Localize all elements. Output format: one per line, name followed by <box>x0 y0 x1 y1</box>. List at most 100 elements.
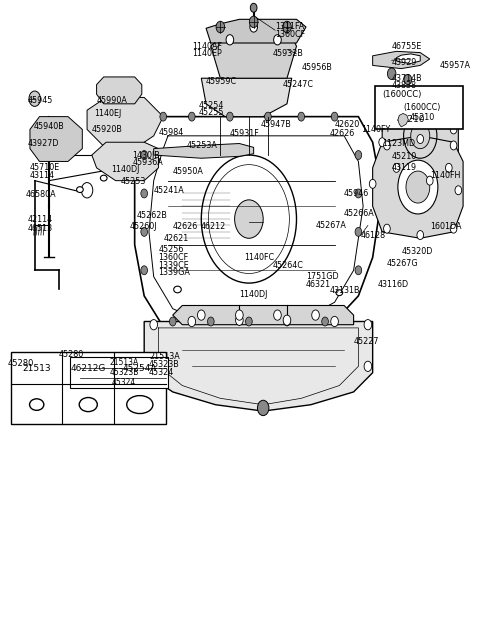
Circle shape <box>384 99 390 108</box>
Text: (1600CC): (1600CC) <box>382 90 421 99</box>
Circle shape <box>398 160 438 214</box>
Polygon shape <box>154 143 253 158</box>
Text: 1140DJ: 1140DJ <box>111 165 139 174</box>
Circle shape <box>298 112 305 121</box>
Text: 46755E: 46755E <box>392 42 422 51</box>
Circle shape <box>283 315 291 325</box>
Circle shape <box>450 125 457 134</box>
Circle shape <box>226 35 234 45</box>
Bar <box>11 352 166 424</box>
Circle shape <box>264 112 271 121</box>
Circle shape <box>445 93 452 102</box>
Text: 45254A: 45254A <box>122 364 157 373</box>
Text: 1339GA: 1339GA <box>158 268 191 277</box>
Text: 42114: 42114 <box>27 215 53 224</box>
Text: 45264C: 45264C <box>273 260 303 269</box>
Circle shape <box>236 315 243 325</box>
Polygon shape <box>92 142 158 181</box>
Circle shape <box>379 138 385 147</box>
Polygon shape <box>382 91 458 181</box>
Circle shape <box>141 189 147 198</box>
Text: 45260J: 45260J <box>130 222 157 231</box>
Circle shape <box>274 35 281 45</box>
Ellipse shape <box>30 399 44 410</box>
Text: 1140EP: 1140EP <box>192 50 222 59</box>
Text: 1140AF: 1140AF <box>192 42 222 51</box>
Text: 43119: 43119 <box>392 163 417 172</box>
Polygon shape <box>201 78 292 116</box>
Circle shape <box>417 231 423 240</box>
Text: 1339CE: 1339CE <box>158 260 189 269</box>
Text: 43131B: 43131B <box>330 286 360 295</box>
Circle shape <box>322 317 328 326</box>
Text: 45936A: 45936A <box>132 158 163 167</box>
Circle shape <box>355 228 362 237</box>
Polygon shape <box>398 113 408 127</box>
Circle shape <box>411 123 430 149</box>
Text: 43929: 43929 <box>392 58 417 67</box>
Polygon shape <box>144 322 372 411</box>
Circle shape <box>246 317 252 326</box>
Circle shape <box>236 310 243 320</box>
Text: 1140EJ: 1140EJ <box>94 109 121 118</box>
Text: 45950A: 45950A <box>173 167 204 176</box>
Text: 45932B: 45932B <box>273 50 303 59</box>
Circle shape <box>364 361 372 372</box>
Circle shape <box>160 112 167 121</box>
Text: 42626: 42626 <box>330 129 355 138</box>
Text: 45254: 45254 <box>199 100 224 109</box>
Circle shape <box>141 266 147 275</box>
Text: 45946: 45946 <box>344 189 369 198</box>
Text: 1140DJ: 1140DJ <box>240 290 268 299</box>
Text: 45947B: 45947B <box>261 120 292 129</box>
Polygon shape <box>372 51 430 69</box>
Circle shape <box>384 141 390 150</box>
Circle shape <box>189 112 195 121</box>
Text: 45280: 45280 <box>7 359 34 368</box>
Text: 1751GD: 1751GD <box>306 272 339 281</box>
Circle shape <box>450 141 457 150</box>
Text: 43927D: 43927D <box>27 139 59 148</box>
Polygon shape <box>173 305 354 325</box>
Text: 1140FC: 1140FC <box>244 253 274 262</box>
Bar <box>375 86 463 129</box>
Text: 45266A: 45266A <box>343 210 374 219</box>
Circle shape <box>355 189 362 198</box>
Text: 1430JB: 1430JB <box>132 150 160 159</box>
Circle shape <box>250 16 258 28</box>
Circle shape <box>355 150 362 159</box>
Text: 45710E: 45710E <box>30 163 60 172</box>
Text: 45256: 45256 <box>158 245 184 254</box>
Circle shape <box>364 320 372 330</box>
Circle shape <box>283 21 291 33</box>
Text: 45253: 45253 <box>120 177 146 186</box>
Text: 45280: 45280 <box>59 350 84 359</box>
Circle shape <box>406 171 430 203</box>
Text: 45956B: 45956B <box>301 63 332 72</box>
Circle shape <box>331 316 338 327</box>
Circle shape <box>207 317 214 326</box>
Text: 45320D: 45320D <box>401 246 432 255</box>
Circle shape <box>393 163 400 172</box>
Circle shape <box>312 310 319 320</box>
Circle shape <box>81 183 93 198</box>
Text: 45984: 45984 <box>158 128 184 137</box>
Text: 45940B: 45940B <box>34 122 64 131</box>
Text: 46513: 46513 <box>27 224 53 233</box>
Text: 45262B: 45262B <box>137 212 168 221</box>
Ellipse shape <box>100 175 107 181</box>
Text: 45227: 45227 <box>354 338 379 347</box>
Polygon shape <box>87 98 163 149</box>
Text: 45247C: 45247C <box>282 80 313 89</box>
Text: 43838: 43838 <box>392 82 417 91</box>
Circle shape <box>150 320 157 330</box>
Text: 21513A: 21513A <box>109 358 139 367</box>
Circle shape <box>426 176 433 185</box>
Circle shape <box>235 200 263 239</box>
Text: 46212G: 46212G <box>71 364 106 373</box>
Text: 45267A: 45267A <box>315 221 347 230</box>
Text: 46128: 46128 <box>361 231 386 240</box>
Text: 1311FA: 1311FA <box>275 23 304 32</box>
Polygon shape <box>396 54 420 64</box>
Bar <box>71 358 168 388</box>
